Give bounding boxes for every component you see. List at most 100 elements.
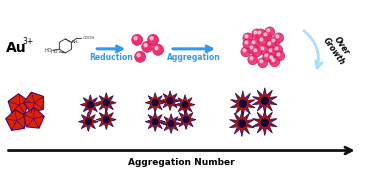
Circle shape <box>267 47 277 57</box>
Circle shape <box>103 117 109 123</box>
Circle shape <box>266 40 276 50</box>
Circle shape <box>268 42 271 45</box>
Polygon shape <box>253 88 277 114</box>
Circle shape <box>152 119 158 125</box>
Polygon shape <box>161 92 181 112</box>
Circle shape <box>137 54 140 57</box>
Text: Reduction: Reduction <box>89 53 133 62</box>
Circle shape <box>267 29 270 32</box>
Polygon shape <box>176 96 196 116</box>
Text: Over
Growth: Over Growth <box>321 30 355 67</box>
Circle shape <box>270 56 273 59</box>
Circle shape <box>243 39 253 49</box>
Circle shape <box>270 37 280 47</box>
Polygon shape <box>23 108 44 128</box>
Circle shape <box>85 119 91 125</box>
Circle shape <box>148 34 159 45</box>
Polygon shape <box>162 115 182 135</box>
Circle shape <box>252 41 255 44</box>
Polygon shape <box>82 96 101 116</box>
Circle shape <box>183 117 189 123</box>
Polygon shape <box>98 94 118 114</box>
Circle shape <box>258 58 268 68</box>
Circle shape <box>258 31 261 34</box>
Polygon shape <box>146 113 166 133</box>
Polygon shape <box>78 112 98 132</box>
Circle shape <box>168 121 174 127</box>
Circle shape <box>274 33 284 43</box>
Text: Aggregation Number: Aggregation Number <box>128 158 234 166</box>
Polygon shape <box>254 89 278 115</box>
Polygon shape <box>145 93 165 113</box>
Polygon shape <box>254 111 278 137</box>
Text: 3+: 3+ <box>23 37 34 46</box>
Circle shape <box>270 57 280 67</box>
Text: NH₂: NH₂ <box>71 40 79 44</box>
Text: Aggregation: Aggregation <box>167 53 221 62</box>
Circle shape <box>260 38 263 41</box>
Polygon shape <box>98 111 118 131</box>
Circle shape <box>268 54 278 64</box>
Text: HO: HO <box>45 48 53 53</box>
Polygon shape <box>96 93 116 113</box>
Circle shape <box>252 29 262 39</box>
Circle shape <box>103 100 109 106</box>
Polygon shape <box>231 112 256 138</box>
Circle shape <box>153 44 164 55</box>
Circle shape <box>144 44 147 47</box>
Polygon shape <box>229 111 254 137</box>
Text: HO: HO <box>51 49 59 54</box>
Polygon shape <box>79 113 99 133</box>
Circle shape <box>272 39 275 42</box>
Circle shape <box>250 57 253 60</box>
Circle shape <box>239 100 246 107</box>
Circle shape <box>265 27 275 37</box>
Circle shape <box>241 47 251 57</box>
Circle shape <box>250 46 253 49</box>
Circle shape <box>277 53 280 56</box>
Circle shape <box>238 120 245 127</box>
Circle shape <box>248 44 258 54</box>
Circle shape <box>250 39 260 49</box>
Circle shape <box>275 51 285 61</box>
Polygon shape <box>25 94 45 115</box>
Polygon shape <box>81 95 100 115</box>
Circle shape <box>243 33 253 43</box>
Circle shape <box>167 98 173 104</box>
Circle shape <box>182 102 188 108</box>
Circle shape <box>261 119 268 126</box>
Polygon shape <box>145 112 165 132</box>
Circle shape <box>252 47 262 57</box>
Circle shape <box>132 34 143 45</box>
Circle shape <box>245 35 248 38</box>
Text: COOH: COOH <box>82 36 95 40</box>
Polygon shape <box>177 111 197 131</box>
Polygon shape <box>160 91 180 111</box>
Polygon shape <box>253 110 277 136</box>
Polygon shape <box>9 95 31 115</box>
Polygon shape <box>231 91 255 117</box>
Polygon shape <box>176 110 196 130</box>
Polygon shape <box>175 95 195 115</box>
Circle shape <box>261 47 264 50</box>
Text: Au: Au <box>6 41 26 55</box>
Polygon shape <box>161 114 181 134</box>
Circle shape <box>275 47 278 50</box>
Polygon shape <box>23 92 43 113</box>
Circle shape <box>87 102 93 108</box>
Circle shape <box>276 35 279 38</box>
Circle shape <box>263 52 273 62</box>
Circle shape <box>135 51 146 62</box>
Circle shape <box>272 59 275 62</box>
Circle shape <box>254 31 257 34</box>
Circle shape <box>152 100 158 106</box>
Circle shape <box>142 41 153 52</box>
Polygon shape <box>8 94 29 114</box>
Polygon shape <box>7 111 28 132</box>
Circle shape <box>254 49 257 52</box>
Circle shape <box>265 54 268 57</box>
Circle shape <box>134 37 137 40</box>
Circle shape <box>273 45 283 55</box>
Circle shape <box>150 37 153 40</box>
Circle shape <box>262 31 272 41</box>
